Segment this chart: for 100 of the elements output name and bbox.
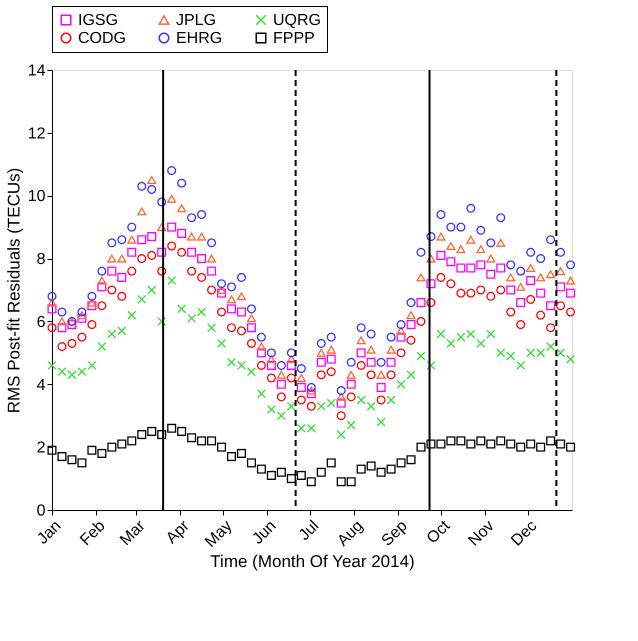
point <box>516 442 526 452</box>
point <box>217 307 226 317</box>
point <box>456 332 466 342</box>
point <box>386 358 396 367</box>
point <box>57 317 66 326</box>
point <box>97 342 106 352</box>
y-tick-label: 2 <box>36 440 46 457</box>
point <box>346 380 356 389</box>
point <box>356 348 366 358</box>
point <box>127 310 136 320</box>
point <box>97 266 106 276</box>
point <box>406 311 416 320</box>
point <box>396 332 406 342</box>
point <box>137 182 146 191</box>
point <box>526 264 536 272</box>
point <box>356 323 366 332</box>
point <box>366 461 376 471</box>
point <box>236 292 246 300</box>
y-tick-label: 4 <box>36 376 46 394</box>
point <box>57 452 66 462</box>
point <box>97 301 106 310</box>
point <box>456 263 466 273</box>
point <box>117 292 126 301</box>
y-tick-label: 12 <box>28 125 46 142</box>
point <box>316 402 326 411</box>
x-tick-label: Nov <box>465 518 498 550</box>
point <box>286 360 296 370</box>
point <box>197 436 206 446</box>
legend-label: JPLG <box>176 12 216 29</box>
point <box>167 276 176 286</box>
point <box>187 433 196 442</box>
point <box>376 370 386 379</box>
point <box>376 417 386 427</box>
point <box>107 254 116 263</box>
point <box>266 360 276 370</box>
point <box>197 307 206 317</box>
point <box>316 468 326 477</box>
point <box>217 338 226 348</box>
point <box>486 329 496 339</box>
point <box>77 458 86 468</box>
point <box>167 166 176 176</box>
point <box>77 307 86 317</box>
point <box>556 248 566 257</box>
point <box>416 442 426 452</box>
point <box>87 301 96 310</box>
point <box>566 276 576 285</box>
point <box>246 367 256 376</box>
point <box>556 301 566 310</box>
point <box>236 307 246 317</box>
point <box>296 374 306 382</box>
point <box>117 254 126 263</box>
point <box>426 439 436 449</box>
point <box>536 273 546 282</box>
point <box>286 474 296 484</box>
point <box>316 348 326 357</box>
point <box>157 197 166 207</box>
point <box>167 222 176 232</box>
point <box>366 346 376 354</box>
point <box>366 370 376 380</box>
point <box>217 286 226 294</box>
point <box>566 288 576 298</box>
point <box>87 298 96 307</box>
point <box>566 354 576 364</box>
point <box>236 272 246 282</box>
x-tick-label: May <box>202 518 236 551</box>
point <box>506 307 516 317</box>
point <box>516 266 526 276</box>
point <box>137 254 146 264</box>
point <box>246 458 256 468</box>
point <box>246 338 256 348</box>
point <box>127 236 136 244</box>
point <box>107 329 116 339</box>
point <box>316 358 326 367</box>
point <box>117 326 126 336</box>
point <box>236 326 246 336</box>
point <box>476 226 486 235</box>
point <box>396 458 406 468</box>
point <box>246 314 256 322</box>
point <box>466 204 476 213</box>
point <box>406 320 416 330</box>
point <box>426 279 436 288</box>
point <box>296 364 306 374</box>
point <box>456 245 466 254</box>
point <box>137 235 146 244</box>
point <box>526 276 536 286</box>
point <box>296 382 306 392</box>
point <box>396 348 406 358</box>
point <box>117 272 126 282</box>
point <box>556 348 566 358</box>
point <box>276 411 286 420</box>
point <box>476 245 486 254</box>
point <box>207 285 216 295</box>
point <box>157 248 166 257</box>
point <box>286 348 296 358</box>
point <box>147 232 156 242</box>
point <box>286 402 296 411</box>
point <box>167 194 176 203</box>
point <box>486 439 496 449</box>
point <box>157 266 166 276</box>
point <box>336 392 346 401</box>
